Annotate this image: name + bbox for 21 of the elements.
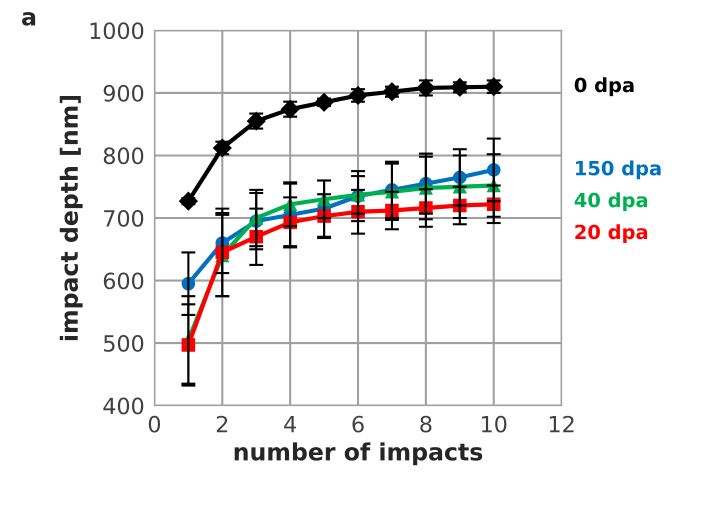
x-tick-label: 8 — [420, 416, 432, 433]
x-tick-label: 4 — [284, 416, 296, 432]
y-tick-label: 700 — [104, 210, 144, 227]
text: a — [22, 12, 36, 26]
y-tick-label: 1000 — [90, 22, 144, 40]
x-tick-label: 0 — [148, 416, 160, 433]
text: 0 dpa — [574, 77, 634, 96]
x-tick-label: 12 — [550, 416, 574, 432]
x-tick-label: 2 — [216, 416, 228, 432]
x-tick-label: 10 — [482, 416, 506, 433]
text: 20 dpa — [575, 224, 648, 244]
x-axis-title: number of impacts — [234, 442, 482, 466]
y-tick-label: 400 — [103, 398, 144, 414]
y-axis-title: impact depth [nm] — [60, 96, 83, 340]
y-tick-label: 800 — [104, 147, 144, 164]
text: 150 dpa — [576, 160, 661, 180]
x-tick-label: 6 — [352, 416, 364, 433]
y-tick-label: 500 — [104, 335, 144, 352]
y-tick-label: 900 — [104, 84, 144, 102]
text: 40 dpa — [574, 192, 648, 212]
y-tick-label: 600 — [104, 272, 144, 290]
